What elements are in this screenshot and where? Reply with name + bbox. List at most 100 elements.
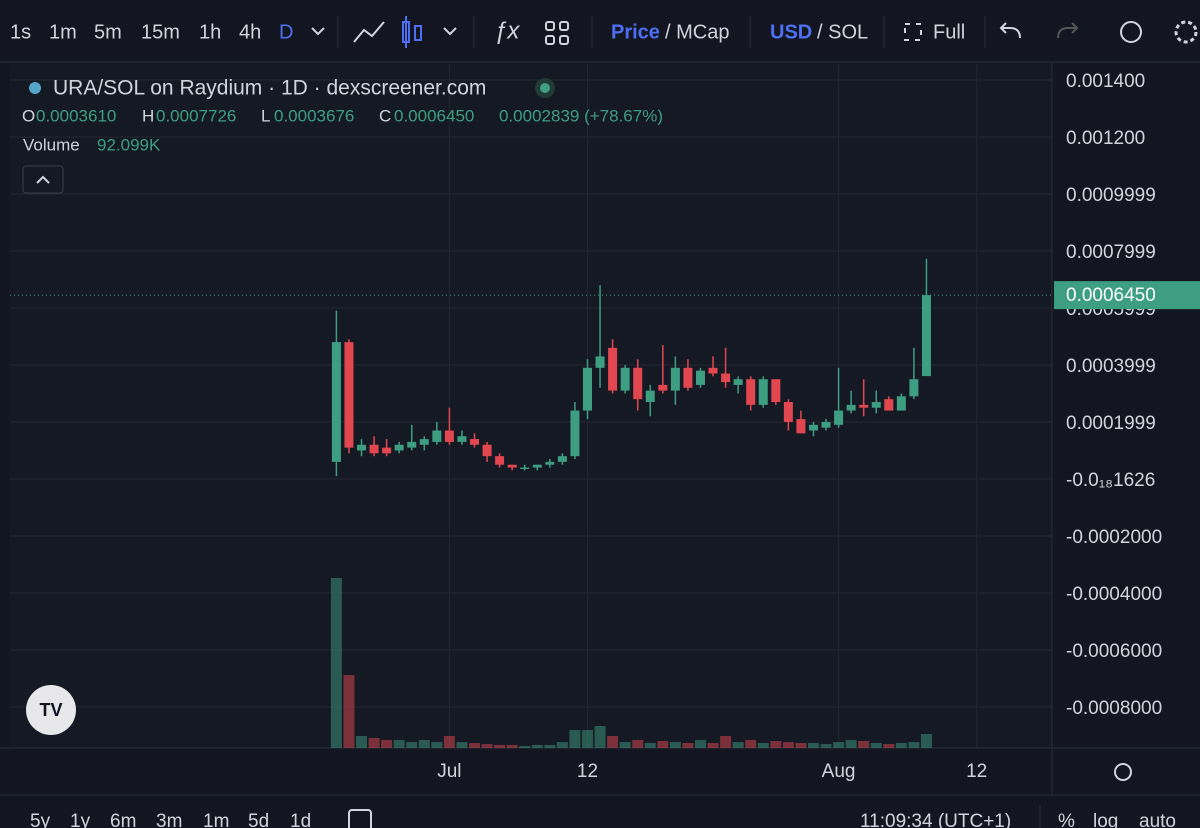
volume-bar — [343, 675, 355, 748]
legend-value: 0.0006450 — [394, 106, 474, 125]
interval-button[interactable]: 4h — [239, 21, 261, 43]
last-price-label: 0.0006450 — [1066, 285, 1156, 306]
legend-key: C — [379, 106, 391, 125]
volume-bar — [481, 744, 493, 748]
volume-bar — [795, 742, 807, 748]
candle-body — [608, 347, 618, 391]
range-button[interactable]: 1m — [203, 811, 229, 828]
price-axis: 0.0014000.0012000.00099990.00079990.0005… — [1054, 71, 1200, 719]
percent-toggle[interactable]: % — [1058, 811, 1075, 828]
icon-part — [545, 35, 555, 45]
interval-button[interactable]: D — [279, 21, 293, 43]
x-tick-label: Aug — [822, 761, 856, 782]
candle-body — [357, 444, 367, 451]
y-tick-label: 0.0009999 — [1066, 185, 1156, 206]
range-button[interactable]: 5y — [30, 811, 51, 828]
candle-body — [344, 342, 354, 448]
calendar-icon[interactable] — [348, 809, 372, 828]
last-price-box — [1054, 281, 1200, 310]
clock: 11:09:34 (UTC+1) — [860, 811, 1011, 828]
auto-toggle[interactable]: auto — [1139, 811, 1176, 828]
volume-bar — [607, 735, 619, 748]
usd-toggle[interactable]: USD — [770, 21, 812, 43]
volume-bar — [569, 730, 581, 748]
volume-bar — [870, 742, 882, 748]
legend-key: L — [261, 106, 270, 125]
interval-button[interactable]: 1m — [49, 21, 77, 43]
y-tick-label: 0.001200 — [1066, 128, 1145, 149]
candle-body — [645, 390, 655, 403]
volume-bar — [544, 744, 556, 748]
y-tick-label: -0.0004000 — [1066, 584, 1162, 605]
mcap-toggle[interactable]: / MCap — [665, 21, 729, 43]
range-button[interactable]: 1d — [290, 811, 311, 828]
log-toggle[interactable]: log — [1093, 811, 1118, 828]
time-axis: Jul 12 Aug 12 — [437, 761, 987, 782]
status-dot — [540, 83, 550, 93]
range-button[interactable]: 5d — [248, 811, 269, 828]
layout-icon[interactable] — [545, 21, 569, 45]
full-button[interactable]: Full — [933, 21, 965, 43]
alert-icon[interactable] — [1120, 21, 1142, 43]
candle-body — [808, 424, 818, 431]
volume-bar — [807, 742, 819, 748]
token-icon — [29, 82, 41, 94]
settings-icon[interactable] — [1174, 20, 1198, 44]
sol-toggle[interactable]: / SOL — [817, 21, 868, 43]
collapse-button[interactable] — [22, 165, 64, 194]
volume-bar — [720, 735, 732, 748]
fullscreen-icon[interactable] — [904, 23, 922, 41]
y-tick-label: 0.0007999 — [1066, 242, 1156, 263]
candle-body — [369, 444, 379, 454]
price-toggle[interactable]: Price — [611, 21, 660, 43]
indicators-icon[interactable]: ƒx — [494, 17, 520, 44]
volume-bar — [757, 742, 769, 748]
candle-body — [557, 456, 567, 462]
interval-button[interactable]: 1s — [10, 21, 31, 43]
candle-layer — [10, 258, 1052, 477]
range-button[interactable]: 6m — [110, 811, 136, 828]
interval-button[interactable]: 5m — [94, 21, 122, 43]
candle-body — [394, 444, 404, 451]
candle-body — [846, 404, 856, 411]
volume-bar — [556, 742, 568, 748]
candle-body — [921, 295, 931, 377]
dropdown-icon[interactable] — [311, 27, 325, 36]
range-button[interactable]: 1y — [70, 811, 91, 828]
interval-group: 1s 1m 5m 15m 1h 4h D — [10, 21, 293, 43]
y-tick-label: 0.0001999 — [1066, 413, 1156, 434]
axis-settings-icon[interactable] — [1114, 763, 1132, 781]
candle-body — [871, 402, 881, 408]
candle-icon[interactable] — [402, 16, 422, 48]
volume-bar — [531, 744, 543, 748]
volume-bar — [632, 739, 644, 748]
line-chart-icon[interactable] — [353, 21, 385, 43]
candle-body — [896, 396, 906, 411]
candle-body — [407, 441, 417, 448]
candle-body — [834, 410, 844, 425]
interval-button[interactable]: 1h — [199, 21, 221, 43]
volume-bar — [519, 746, 531, 748]
chart-pane — [10, 64, 1052, 748]
redo-icon[interactable] — [1057, 22, 1079, 39]
volume-bar — [657, 741, 669, 748]
range-button[interactable]: 3m — [156, 811, 182, 828]
icon-part — [559, 21, 569, 31]
candle-body — [331, 342, 341, 462]
chart-title: URA/SOL on Raydium · 1D · dexscreener.co… — [53, 77, 486, 100]
volume-bar — [745, 739, 757, 748]
volume-bar — [506, 744, 518, 748]
candle-body — [721, 373, 731, 383]
candle-body — [695, 370, 705, 385]
undo-icon[interactable] — [999, 22, 1021, 39]
y-tick-label: 0.0003999 — [1066, 356, 1156, 377]
volume-bar — [581, 730, 593, 748]
interval-button[interactable]: 15m — [141, 21, 180, 43]
dropdown-icon[interactable] — [443, 27, 457, 36]
tv-logo[interactable] — [26, 685, 76, 735]
legend-value: 0.0003610 — [36, 106, 116, 125]
candle-body — [570, 410, 580, 457]
legend-value: 0.0003676 — [274, 106, 354, 125]
candle-body — [382, 447, 392, 454]
candle-body — [620, 367, 630, 391]
